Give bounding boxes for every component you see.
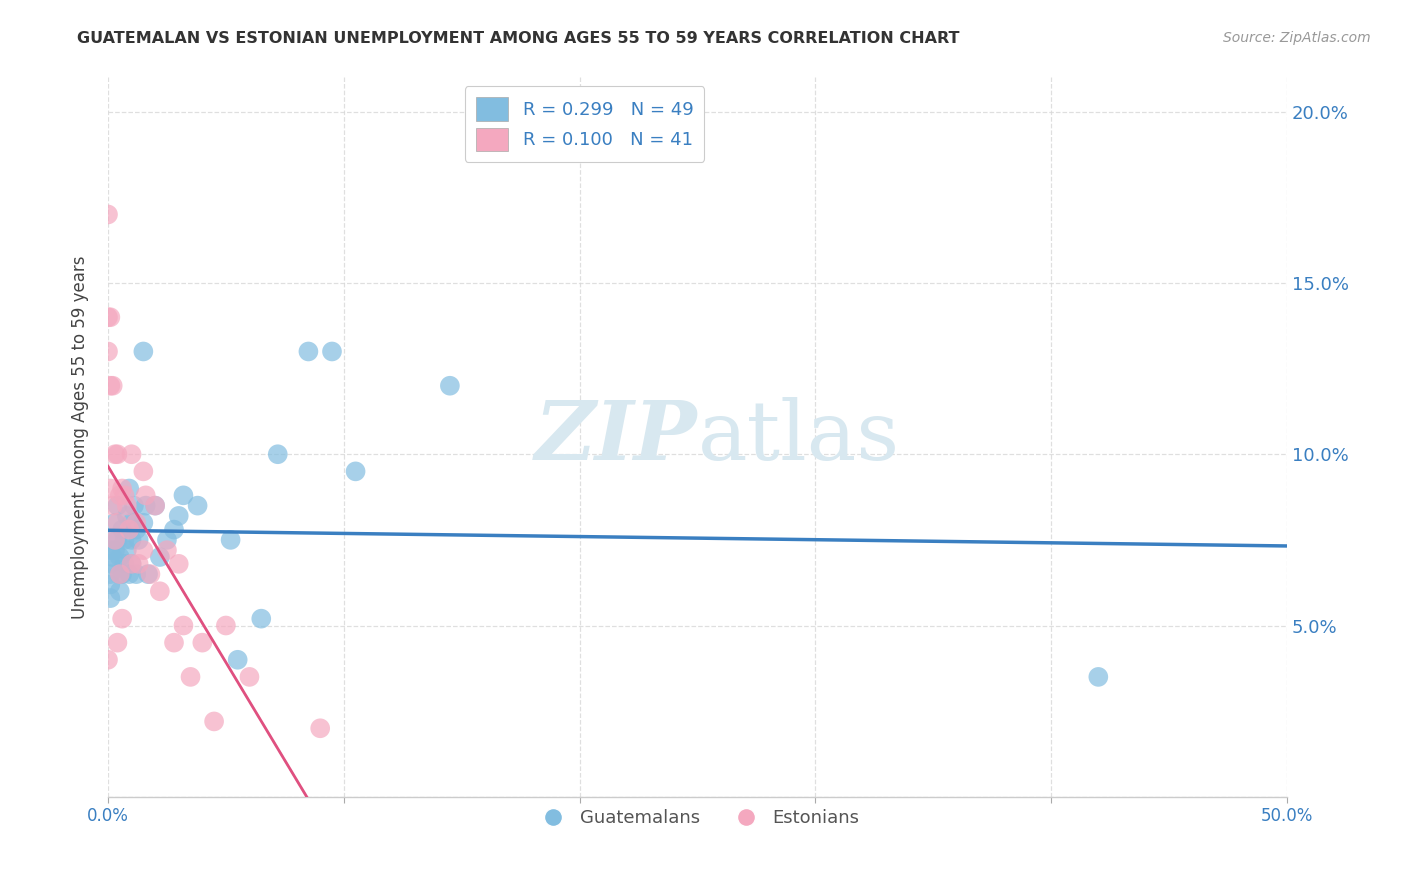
Y-axis label: Unemployment Among Ages 55 to 59 years: Unemployment Among Ages 55 to 59 years [72, 255, 89, 619]
Point [132, 344, 155, 359]
Point [167, 508, 190, 523]
Point [163, 635, 186, 649]
Point [104, 447, 127, 461]
Point [98, 310, 121, 325]
Point [108, 567, 131, 582]
Point [180, 670, 202, 684]
Point [118, 567, 141, 582]
Point [121, 533, 143, 547]
Point [98, 567, 121, 582]
Point [136, 567, 159, 582]
Point [101, 549, 124, 564]
Point [121, 447, 143, 461]
Point [297, 344, 319, 359]
Point [128, 557, 150, 571]
Point [250, 612, 273, 626]
Point [98, 591, 121, 606]
Point [115, 543, 138, 558]
Point [114, 488, 136, 502]
Point [107, 447, 129, 461]
Point [104, 543, 127, 558]
Point [98, 482, 121, 496]
Text: atlas: atlas [697, 397, 900, 477]
Point [167, 557, 190, 571]
Point [107, 499, 129, 513]
Point [172, 488, 194, 502]
Point [98, 378, 121, 392]
Text: ZIP: ZIP [534, 397, 697, 477]
Point [121, 557, 143, 571]
Point [125, 567, 148, 582]
Point [139, 567, 162, 582]
Point [125, 523, 148, 537]
Point [172, 618, 194, 632]
Point [104, 533, 127, 547]
Text: GUATEMALAN VS ESTONIAN UNEMPLOYMENT AMONG AGES 55 TO 59 YEARS CORRELATION CHART: GUATEMALAN VS ESTONIAN UNEMPLOYMENT AMON… [77, 31, 960, 46]
Point [118, 523, 141, 537]
Point [187, 499, 209, 513]
Point [219, 533, 242, 547]
Point [107, 516, 129, 530]
Point [122, 499, 145, 513]
Point [149, 584, 172, 599]
Point [101, 499, 124, 513]
Point [132, 543, 155, 558]
Point [108, 584, 131, 599]
Point [309, 721, 332, 735]
Point [143, 499, 166, 513]
Point [97, 653, 120, 667]
Point [121, 516, 143, 530]
Point [101, 378, 124, 392]
Point [118, 482, 141, 496]
Point [111, 482, 134, 496]
Point [114, 533, 136, 547]
Point [98, 557, 121, 571]
Point [132, 516, 155, 530]
Point [163, 523, 186, 537]
Point [143, 499, 166, 513]
Point [1087, 670, 1109, 684]
Point [98, 577, 121, 591]
Point [267, 447, 290, 461]
Point [107, 533, 129, 547]
Point [115, 499, 138, 513]
Point [132, 464, 155, 478]
Point [439, 378, 461, 392]
Point [108, 488, 131, 502]
Point [226, 653, 249, 667]
Point [115, 508, 138, 523]
Point [191, 635, 214, 649]
Point [114, 557, 136, 571]
Text: Source: ZipAtlas.com: Source: ZipAtlas.com [1223, 31, 1371, 45]
Point [215, 618, 238, 632]
Point [97, 344, 120, 359]
Point [135, 499, 157, 513]
Point [97, 310, 120, 325]
Point [321, 344, 343, 359]
Point [108, 567, 131, 582]
Point [128, 533, 150, 547]
Point [111, 567, 134, 582]
Point [111, 612, 134, 626]
Point [238, 670, 260, 684]
Point [344, 464, 367, 478]
Point [125, 516, 148, 530]
Legend: Guatemalans, Estonians: Guatemalans, Estonians [529, 802, 868, 835]
Point [104, 516, 127, 530]
Point [156, 533, 179, 547]
Point [101, 533, 124, 547]
Point [107, 635, 129, 649]
Point [108, 549, 131, 564]
Point [97, 207, 120, 221]
Point [111, 523, 134, 537]
Point [98, 543, 121, 558]
Point [149, 549, 172, 564]
Point [202, 714, 225, 729]
Point [156, 543, 179, 558]
Point [121, 557, 143, 571]
Point [135, 488, 157, 502]
